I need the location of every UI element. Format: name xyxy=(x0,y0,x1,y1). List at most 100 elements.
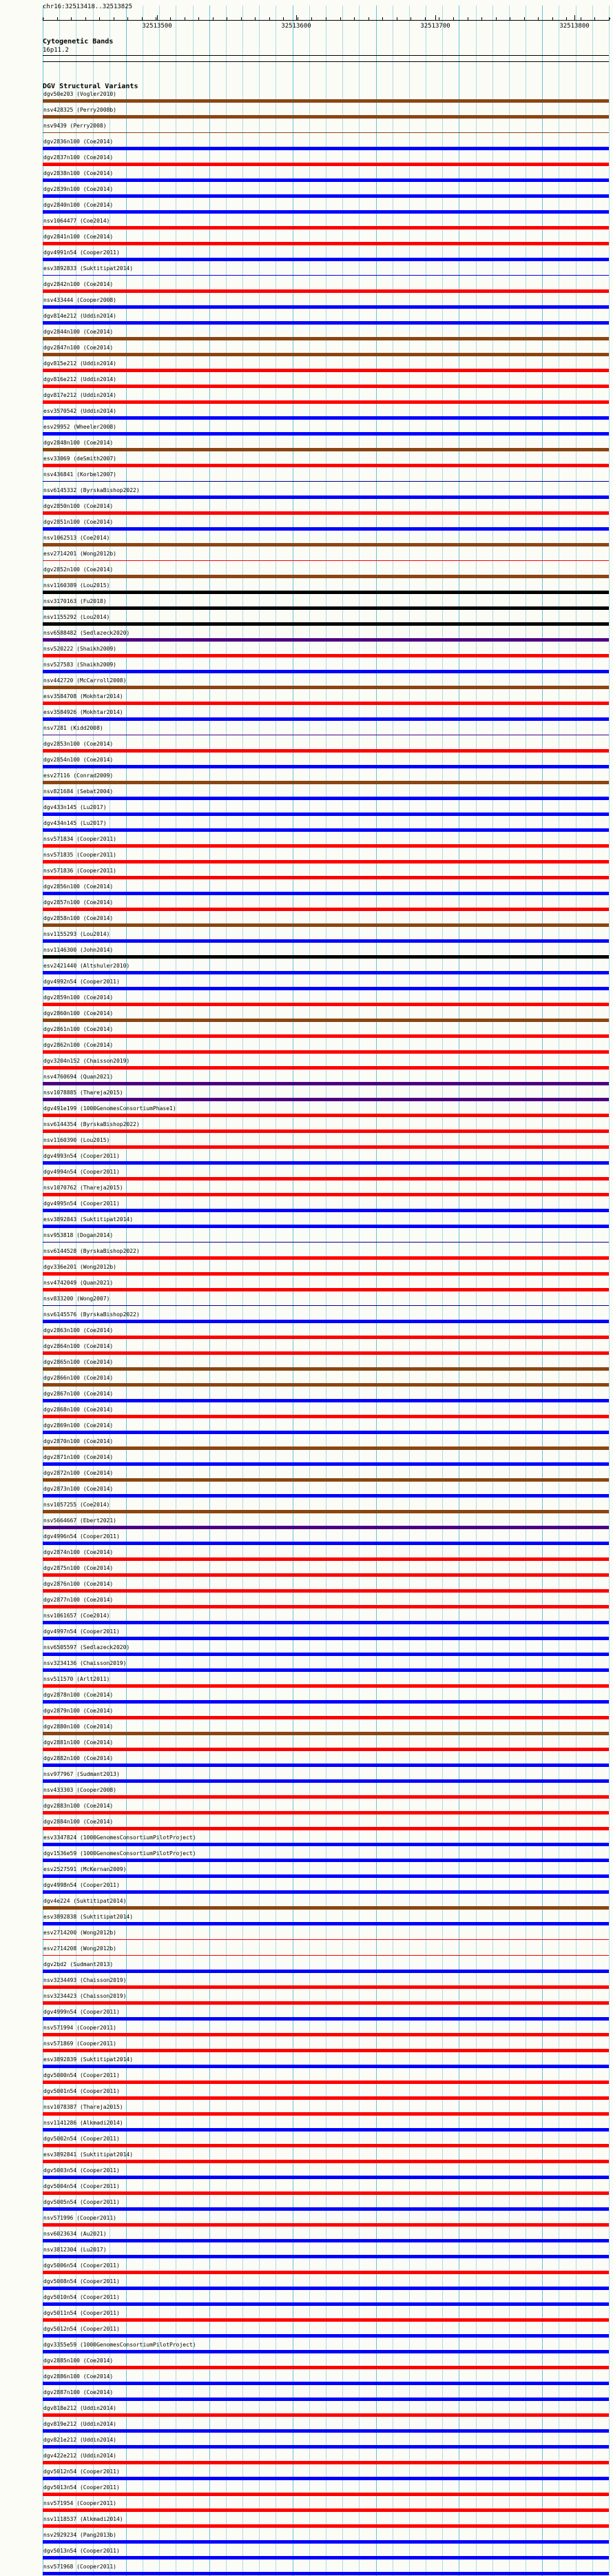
variant-row[interactable]: dgv3355e59 (1000GenomesConsortiumPilotPr… xyxy=(0,2341,613,2357)
variant-bar[interactable] xyxy=(43,828,609,832)
variant-label[interactable]: dgv815e212 (Uddin2014) xyxy=(43,360,116,367)
variant-bar[interactable] xyxy=(43,275,609,276)
variant-label[interactable]: dgv2840n100 (Coe2014) xyxy=(43,202,114,208)
variant-label[interactable]: dgv2853n100 (Coe2014) xyxy=(43,741,114,747)
variant-bar[interactable] xyxy=(43,432,609,436)
variant-bar[interactable] xyxy=(43,543,609,546)
variant-label[interactable]: nsv3234423 (Chaisson2019) xyxy=(43,1993,127,1999)
variant-row[interactable]: nsv1118537 (Alkmadi2014) xyxy=(0,2515,613,2531)
variant-label[interactable]: nsv821684 (Sebat2004) xyxy=(43,788,114,795)
variant-row[interactable]: dgv4e224 (Suktitipat2014) xyxy=(0,1897,613,1913)
variant-row[interactable]: esv2714208 (Wong2012b) xyxy=(0,1945,613,1961)
variant-row[interactable]: nsv571994 (Cooper2011) xyxy=(0,2024,613,2040)
variant-label[interactable]: nsv1078885 (Thareja2015) xyxy=(43,1090,123,1096)
variant-label[interactable]: dgv2870n100 (Coe2014) xyxy=(43,1438,114,1444)
variant-row[interactable]: dgv815e212 (Uddin2014) xyxy=(0,360,613,376)
variant-row[interactable]: nsv571836 (Cooper2011) xyxy=(0,867,613,883)
variant-label[interactable]: nsv571968 (Cooper2011) xyxy=(43,2564,116,2570)
variant-label[interactable]: esv3570542 (Uddin2014) xyxy=(43,408,116,414)
variant-bar[interactable] xyxy=(43,1256,609,1260)
variant-bar[interactable] xyxy=(43,1003,609,1006)
variant-bar[interactable] xyxy=(43,2524,609,2528)
cytoband-label[interactable]: 16p11.2 xyxy=(43,47,69,54)
variant-label[interactable]: dgv1536e59 (1000GenomesConsortiumPilotPr… xyxy=(43,1850,196,1857)
variant-bar[interactable] xyxy=(43,1225,609,1228)
variant-bar[interactable] xyxy=(43,1859,609,1862)
variant-row[interactable]: dgv5013n54 (Cooper2011) xyxy=(0,2547,613,2563)
variant-row[interactable]: dgv5006n54 (Cooper2011) xyxy=(0,2262,613,2278)
variant-bar[interactable] xyxy=(43,1367,609,1371)
variant-bar[interactable] xyxy=(43,2001,609,2005)
variant-row[interactable]: nsv1160390 (Lou2015) xyxy=(0,1136,613,1152)
variant-bar[interactable] xyxy=(43,2017,609,2021)
variant-bar[interactable] xyxy=(43,1843,609,1846)
variant-row[interactable]: dgv2860n100 (Coe2014) xyxy=(0,1010,613,1025)
variant-bar[interactable] xyxy=(43,1668,609,1672)
variant-row[interactable]: dgv5003n54 (Cooper2011) xyxy=(0,2167,613,2183)
variant-bar[interactable] xyxy=(43,2191,609,2195)
variant-bar[interactable] xyxy=(43,321,609,325)
variant-row[interactable]: nsv6588482 (Sedlazeck2020) xyxy=(0,629,613,645)
coordinate-ruler[interactable]: chr16:32513418..32513825 ‹ › 32513500325… xyxy=(0,0,613,32)
variant-label[interactable]: dgv2869n100 (Coe2014) xyxy=(43,1422,114,1429)
variant-label[interactable]: dgv2848n100 (Coe2014) xyxy=(43,440,114,446)
variant-row[interactable]: dgv2877n100 (Coe2014) xyxy=(0,1596,613,1612)
variant-label[interactable]: dgv819e212 (Uddin2014) xyxy=(43,2421,116,2427)
variant-bar[interactable] xyxy=(43,242,609,245)
variant-row[interactable]: nsv833200 (Wong2007) xyxy=(0,1295,613,1311)
variant-bar[interactable] xyxy=(43,353,609,356)
variant-label[interactable]: nsv4742049 (Quan2021) xyxy=(43,1280,114,1286)
variant-label[interactable]: esv3892833 (Suktitipat2014) xyxy=(43,265,134,272)
variant-bar[interactable] xyxy=(43,2255,609,2258)
variant-bar[interactable] xyxy=(43,2334,609,2338)
variant-bar[interactable] xyxy=(43,2540,609,2544)
variant-row[interactable]: dgv491e199 (1000GenomesConsortiumPhase1) xyxy=(0,1105,613,1121)
variant-label[interactable]: nsv3234136 (Chaisson2019) xyxy=(43,1660,127,1666)
variant-row[interactable]: dgv4994n54 (Cooper2011) xyxy=(0,1168,613,1184)
variant-label[interactable]: dgv4991n54 (Cooper2011) xyxy=(43,249,120,256)
variant-bar[interactable] xyxy=(43,971,609,974)
variant-bar[interactable] xyxy=(43,495,609,499)
variant-label[interactable]: nsv6144354 (ByrskaBishop2022) xyxy=(43,1121,140,1127)
variant-bar[interactable] xyxy=(43,305,609,309)
variant-label[interactable]: dgv4997n54 (Cooper2011) xyxy=(43,1628,120,1635)
variant-label[interactable]: dgv5000n54 (Cooper2011) xyxy=(43,2072,120,2078)
variant-bar[interactable] xyxy=(43,178,609,182)
variant-label[interactable]: dgv2862n100 (Coe2014) xyxy=(43,1042,114,1048)
variant-bar[interactable] xyxy=(43,2493,609,2496)
variant-bar[interactable] xyxy=(43,923,609,927)
variant-bar[interactable] xyxy=(43,622,609,626)
variant-label[interactable]: dgv5010n54 (Cooper2011) xyxy=(43,2294,120,2300)
variant-label[interactable]: esv2421440 (Altshuler2010) xyxy=(43,963,130,969)
variant-label[interactable]: nsv1070762 (Thareja2015) xyxy=(43,1185,123,1191)
variant-bar[interactable] xyxy=(43,702,609,705)
variant-row[interactable]: dgv814e212 (Uddin2014) xyxy=(0,312,613,328)
variant-row[interactable]: dgv2858n100 (Coe2014) xyxy=(0,914,613,930)
variant-row[interactable]: dgv2838n100 (Coe2014) xyxy=(0,170,613,185)
variant-label[interactable]: nsv6144528 (ByrskaBishop2022) xyxy=(43,1248,140,1254)
variant-row[interactable]: nsv571968 (Cooper2011) xyxy=(0,2563,613,2576)
variant-label[interactable]: nsv428325 (Perry2008b) xyxy=(43,107,116,113)
variant-row[interactable]: dgv4997n54 (Cooper2011) xyxy=(0,1628,613,1644)
variant-label[interactable]: esv3347824 (1000GenomesConsortiumPilotPr… xyxy=(43,1834,196,1841)
variant-bar[interactable] xyxy=(43,987,609,990)
variant-bar[interactable] xyxy=(43,560,609,561)
variant-label[interactable]: dgv2887n100 (Coe2014) xyxy=(43,2389,114,2395)
variant-bar[interactable] xyxy=(43,638,609,642)
variant-bar[interactable] xyxy=(43,1082,609,1085)
variant-row[interactable]: nsv6144528 (ByrskaBishop2022) xyxy=(0,1247,613,1263)
variant-row[interactable]: dgv5000n54 (Cooper2011) xyxy=(0,2072,613,2087)
variant-row[interactable]: dgv422e212 (Uddin2014) xyxy=(0,2452,613,2468)
variant-bar[interactable] xyxy=(43,2112,609,2116)
variant-label[interactable]: dgv2875n100 (Coe2014) xyxy=(43,1565,114,1571)
variant-row[interactable]: esv2714200 (Wong2012b) xyxy=(0,1929,613,1945)
variant-label[interactable]: dgv4999n54 (Cooper2011) xyxy=(43,2009,120,2015)
variant-row[interactable]: nsv1078885 (Thareja2015) xyxy=(0,1089,613,1105)
variant-bar[interactable] xyxy=(43,464,609,467)
variant-label[interactable]: esv3892839 (Suktitipat2014) xyxy=(43,2056,134,2063)
variant-label[interactable]: dgv5013n54 (Cooper2011) xyxy=(43,2548,120,2554)
variant-label[interactable]: dgv2854n100 (Coe2014) xyxy=(43,757,114,763)
variant-label[interactable]: esv2714201 (Wong2012b) xyxy=(43,551,116,557)
variant-label[interactable]: dgv2879n100 (Coe2014) xyxy=(43,1708,114,1714)
variant-bar[interactable] xyxy=(43,1637,609,1640)
